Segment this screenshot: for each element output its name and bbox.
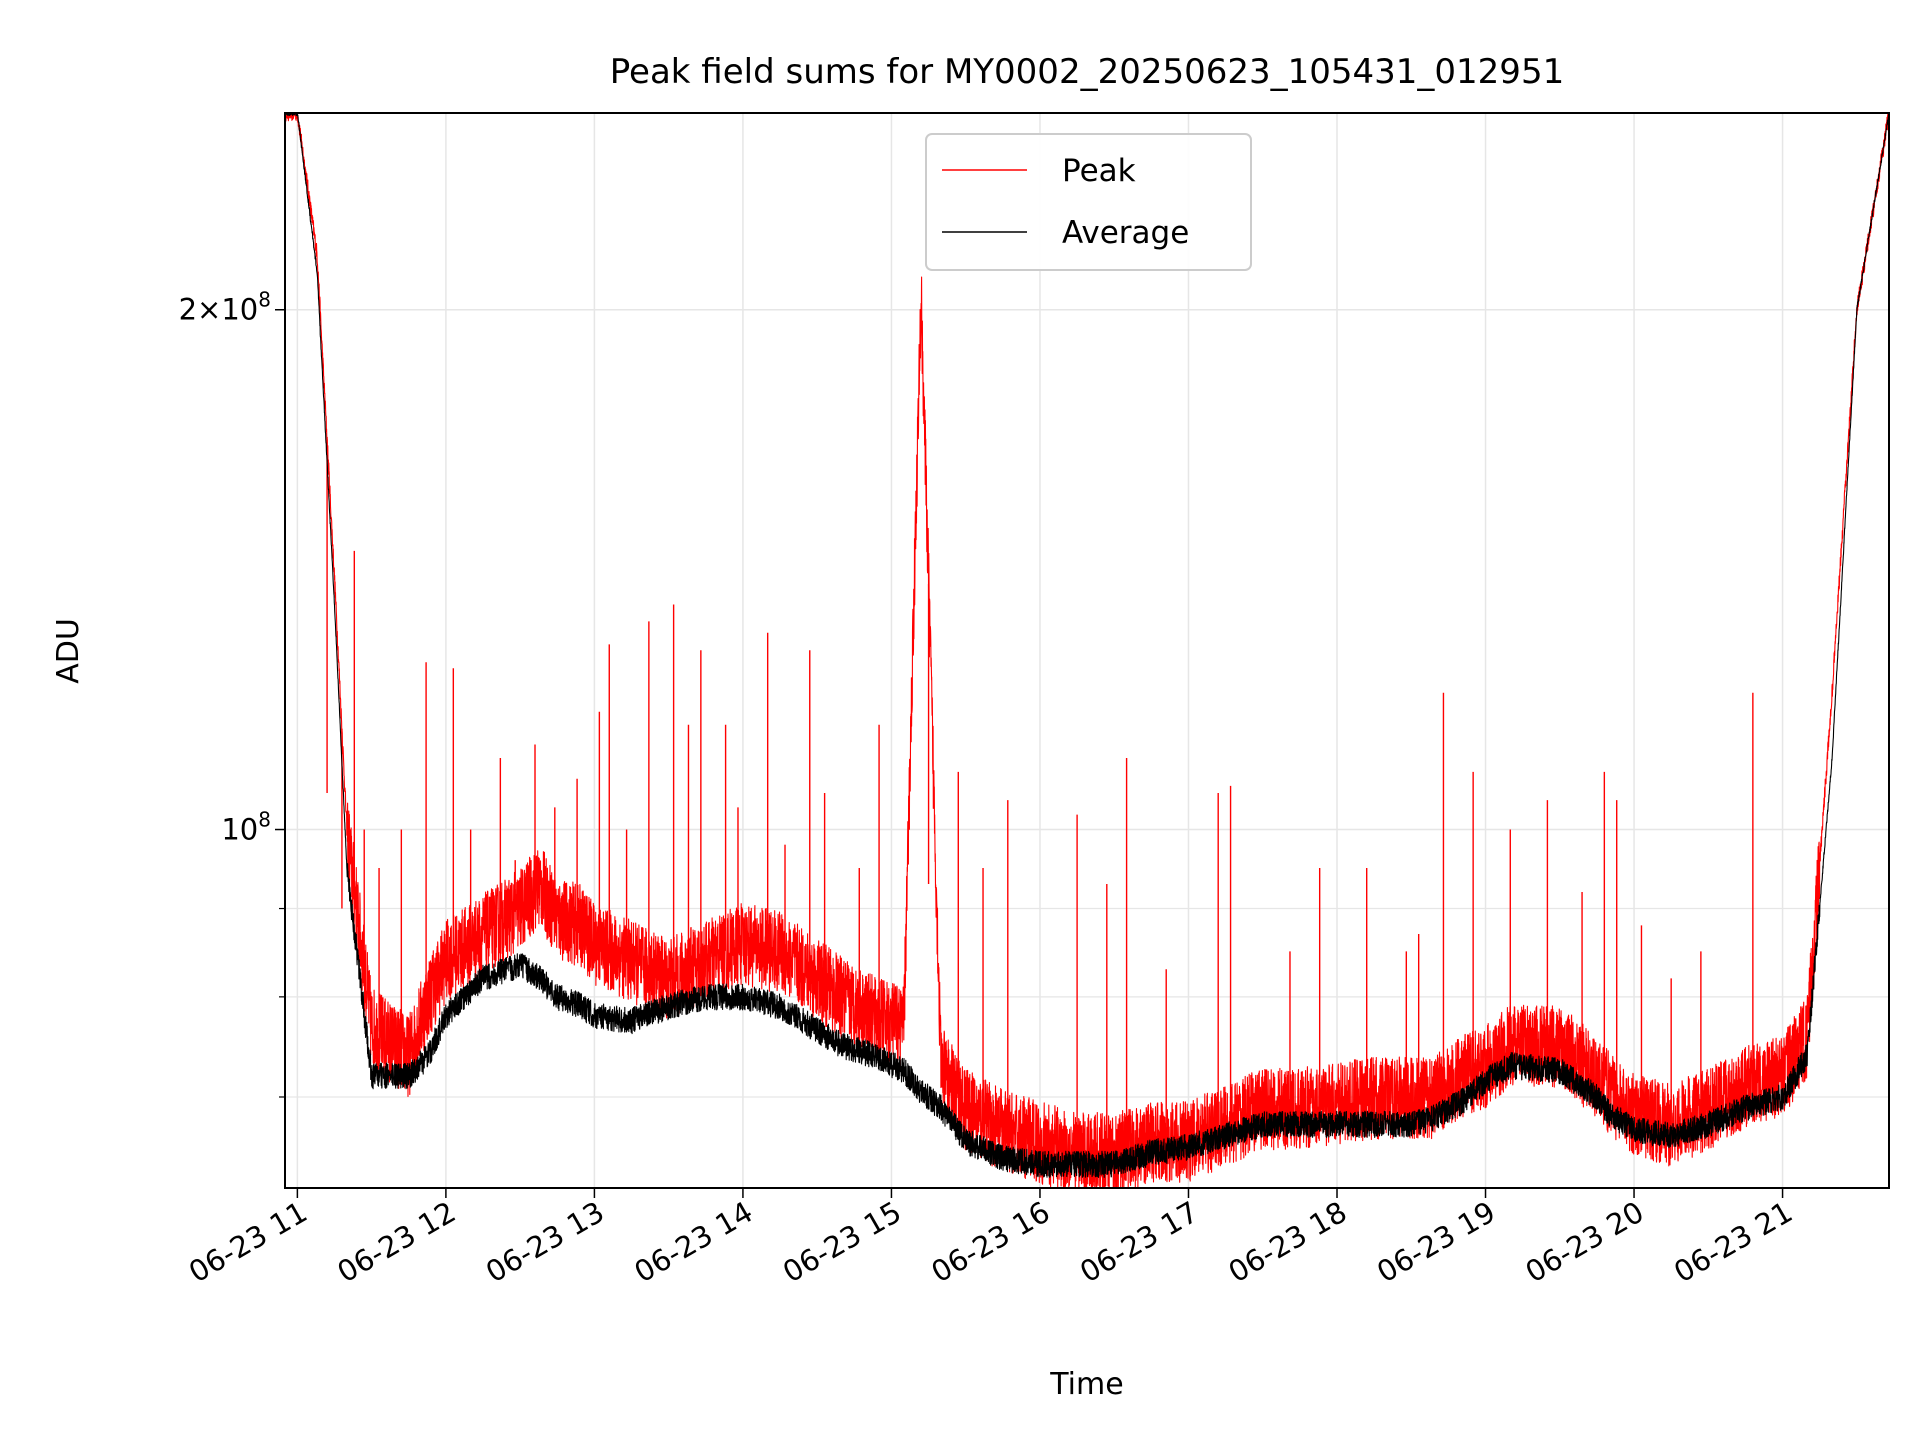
chart-title: Peak field sums for MY0002_20250623_1054… (610, 52, 1564, 92)
legend-box (925, 133, 1252, 271)
x-axis-label: Time (1049, 1367, 1123, 1402)
grid (285, 113, 1889, 1188)
series-line-average (285, 113, 1889, 1178)
y-tick-label-exponent: 8 (258, 288, 271, 312)
legend-label-average: Average (1062, 215, 1189, 251)
y-axis-label: ADU (51, 618, 86, 684)
y-tick-label-base: 10 (221, 813, 258, 847)
y-tick-label-exponent: 8 (258, 808, 271, 832)
y-tick-label: 2×108 (179, 288, 271, 327)
plot-frame (284, 112, 1890, 1189)
legend-label-peak: Peak (1062, 153, 1136, 189)
plot-area (285, 113, 1889, 1188)
y-tick-label: 108 (221, 808, 271, 847)
y-tick-label-base: 2×10 (179, 293, 259, 327)
legend: Peak Average (925, 133, 1252, 271)
